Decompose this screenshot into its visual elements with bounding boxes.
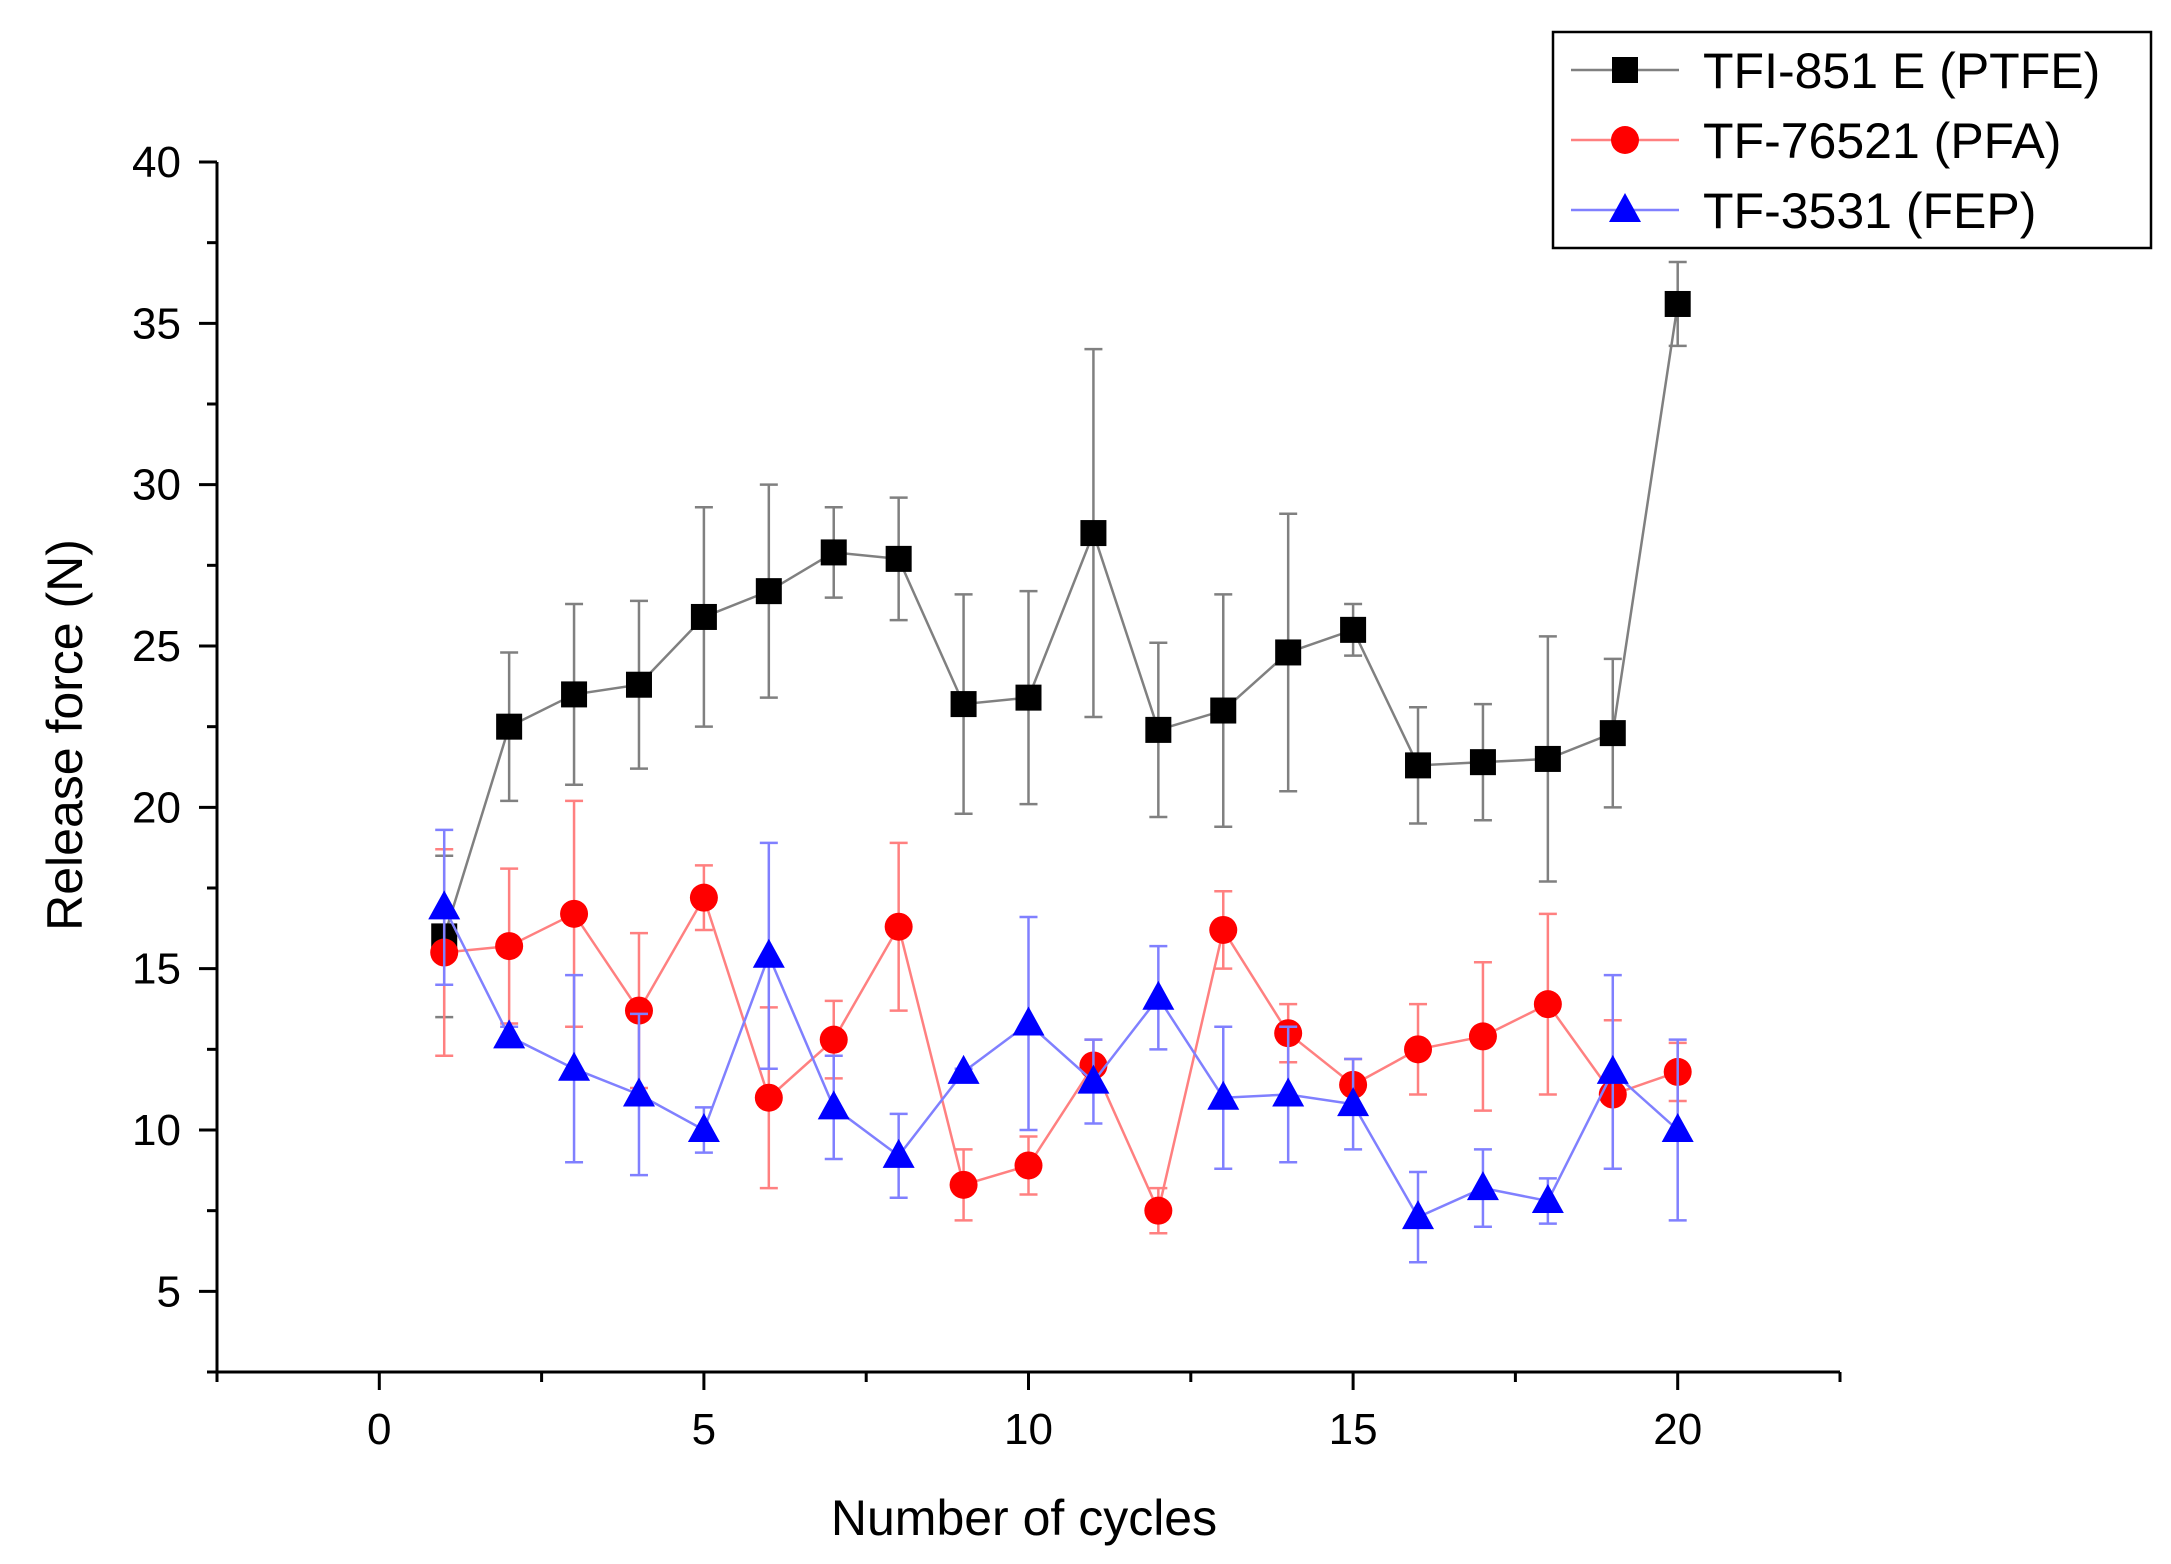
data-point — [950, 691, 977, 718]
series-3 — [428, 828, 1694, 1264]
data-point — [1272, 1077, 1305, 1107]
data-point — [493, 1019, 526, 1049]
data-point — [690, 603, 717, 630]
data-point — [752, 938, 785, 968]
data-point — [884, 912, 913, 941]
data-point — [1209, 915, 1238, 944]
data-point — [496, 713, 523, 740]
x-tick-label: 10 — [1004, 1405, 1053, 1454]
data-point — [819, 1025, 848, 1054]
data-point — [687, 1113, 720, 1142]
x-tick-label: 0 — [367, 1405, 391, 1454]
series-layer — [428, 260, 1694, 1264]
legend-marker — [1609, 193, 1641, 222]
x-tick-label: 20 — [1653, 1405, 1702, 1454]
y-tick-label: 20 — [132, 783, 181, 832]
data-point — [1012, 1006, 1045, 1036]
x-axis-title: Number of cycles — [831, 1490, 1217, 1546]
data-point — [1405, 752, 1432, 779]
data-point — [1145, 716, 1172, 743]
data-point — [1661, 1113, 1694, 1142]
data-point — [1275, 639, 1302, 666]
data-point — [1468, 1022, 1497, 1051]
legend-label: TFI-851 E (PTFE) — [1703, 43, 2100, 99]
x-tick-labels: 0 5 10 15 20 — [367, 1405, 1702, 1454]
data-point — [882, 1138, 915, 1168]
data-point — [625, 671, 652, 698]
data-point — [1533, 990, 1562, 1019]
data-point — [754, 1083, 783, 1112]
y-tick-label: 40 — [132, 138, 181, 187]
data-point — [689, 883, 718, 912]
y-tick-label: 25 — [132, 622, 181, 671]
legend-label: TF-3531 (FEP) — [1703, 183, 2036, 239]
legend-label: TF-76521 (PFA) — [1703, 113, 2061, 169]
data-point — [561, 681, 588, 708]
legend-marker — [1612, 57, 1638, 83]
data-point — [1469, 749, 1496, 776]
x-tick-label: 15 — [1329, 1405, 1378, 1454]
y-tick-label: 15 — [132, 945, 181, 994]
y-tick-label: 10 — [132, 1106, 181, 1155]
data-point — [817, 1090, 850, 1120]
x-tick-label: 5 — [692, 1405, 716, 1454]
data-point — [624, 996, 653, 1025]
series-2 — [430, 799, 1692, 1235]
data-point — [1207, 1080, 1240, 1110]
y-tick-labels: 5 10 15 20 25 30 35 40 — [132, 138, 181, 1316]
data-point — [1596, 1054, 1629, 1084]
data-point — [1466, 1171, 1499, 1201]
data-point — [1599, 720, 1626, 747]
data-point — [755, 578, 782, 605]
data-point — [1144, 1196, 1173, 1225]
data-point — [1080, 520, 1107, 547]
legend-marker — [1611, 126, 1639, 154]
series-1 — [431, 260, 1691, 1019]
data-point — [1077, 1064, 1110, 1094]
y-tick-label: 5 — [157, 1267, 181, 1316]
series-line — [443, 906, 1679, 1219]
data-point — [1015, 684, 1042, 711]
series-line — [443, 303, 1679, 937]
data-point — [947, 1054, 980, 1084]
data-point — [1337, 1087, 1370, 1117]
legend: TFI-851 E (PTFE) TF-76521 (PFA) TF-3531 (F… — [1551, 30, 2153, 250]
y-tick-label: 30 — [132, 461, 181, 510]
data-point — [1340, 616, 1367, 643]
data-point — [560, 899, 589, 928]
data-point — [949, 1170, 978, 1199]
y-axis-title: Release force (N) — [37, 539, 93, 931]
data-point — [1142, 980, 1175, 1010]
data-point — [1402, 1200, 1435, 1230]
y-tick-label: 35 — [132, 299, 181, 348]
data-point — [558, 1051, 591, 1081]
axes — [199, 160, 1842, 1390]
data-point — [1210, 697, 1237, 724]
data-point — [885, 545, 912, 572]
data-point — [1664, 290, 1691, 317]
data-point — [820, 539, 847, 566]
data-point — [1534, 745, 1561, 772]
data-point — [428, 890, 461, 920]
data-point — [622, 1077, 655, 1107]
data-point — [1531, 1183, 1564, 1213]
data-point — [1404, 1035, 1433, 1064]
data-point — [1014, 1151, 1043, 1180]
data-point — [495, 932, 524, 961]
